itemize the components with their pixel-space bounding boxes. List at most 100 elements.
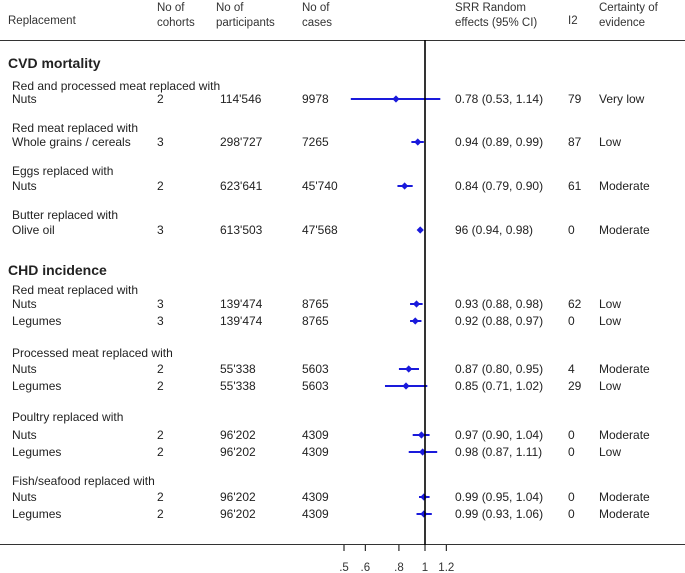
row-srr-ci: 0.84 (0.79, 0.90) xyxy=(455,179,544,193)
row-name: Legumes xyxy=(12,507,62,521)
row-i2: 87 xyxy=(568,135,582,149)
row-cases: 8765 xyxy=(302,314,329,328)
row-cohorts: 2 xyxy=(157,362,164,376)
row-cohorts: 2 xyxy=(157,445,164,459)
row-certainty: Low xyxy=(599,314,622,328)
point-estimate xyxy=(420,510,428,518)
point-estimate xyxy=(411,317,419,325)
x-tick-label: 1 xyxy=(422,562,428,573)
row-name: Legumes xyxy=(12,379,62,393)
row-cohorts: 2 xyxy=(157,92,164,106)
row-name: Nuts xyxy=(12,428,37,442)
x-tick-label: .5 xyxy=(339,562,349,573)
header-cohorts: No of cohorts xyxy=(157,2,195,29)
row-cases: 5603 xyxy=(302,379,329,393)
row-certainty: Moderate xyxy=(599,507,650,521)
row-certainty: Moderate xyxy=(599,490,650,504)
row-i2: 0 xyxy=(568,314,575,328)
row-cohorts: 2 xyxy=(157,507,164,521)
row-name: Nuts xyxy=(12,297,37,311)
row-cohorts: 2 xyxy=(157,428,164,442)
point-estimate xyxy=(405,365,413,373)
row-cohorts: 3 xyxy=(157,135,164,149)
x-tick-label: .6 xyxy=(361,562,371,573)
row-srr-ci: 0.78 (0.53, 1.14) xyxy=(455,92,544,106)
row-name: Nuts xyxy=(12,490,37,504)
row-i2: 0 xyxy=(568,445,575,459)
row-participants: 96'202 xyxy=(220,507,256,521)
row-i2: 4 xyxy=(568,362,575,376)
row-i2: 62 xyxy=(568,297,582,311)
point-estimate xyxy=(402,382,410,390)
row-cohorts: 3 xyxy=(157,314,164,328)
row-cases: 9978 xyxy=(302,92,329,106)
group-label: Red meat replaced with xyxy=(12,283,139,297)
row-certainty: Very low xyxy=(599,92,645,106)
group-label: Eggs replaced with xyxy=(12,164,114,178)
row-cases: 4309 xyxy=(302,445,329,459)
row-name: Whole grains / cereals xyxy=(12,135,131,149)
row-certainty: Moderate xyxy=(599,428,650,442)
row-srr-ci: 0.85 (0.71, 1.02) xyxy=(455,379,544,393)
row-i2: 0 xyxy=(568,507,575,521)
row-srr-ci: 0.87 (0.80, 0.95) xyxy=(455,362,544,376)
row-participants: 613'503 xyxy=(220,223,263,237)
row-cases: 47'568 xyxy=(302,223,338,237)
row-i2: 61 xyxy=(568,179,582,193)
row-srr-ci: 0.94 (0.89, 0.99) xyxy=(455,135,544,149)
row-certainty: Low xyxy=(599,445,622,459)
row-certainty: Low xyxy=(599,297,622,311)
row-name: Olive oil xyxy=(12,223,55,237)
row-participants: 96'202 xyxy=(220,490,256,504)
row-name: Nuts xyxy=(12,362,37,376)
row-cohorts: 3 xyxy=(157,297,164,311)
group-label: Poultry replaced with xyxy=(12,410,124,424)
header-divider xyxy=(0,40,685,41)
point-estimate xyxy=(414,138,422,146)
row-cohorts: 2 xyxy=(157,179,164,193)
row-participants: 139'474 xyxy=(220,297,263,311)
row-participants: 55'338 xyxy=(220,379,256,393)
row-cohorts: 3 xyxy=(157,223,164,237)
row-i2: 79 xyxy=(568,92,582,106)
row-srr-ci: 0.98 (0.87, 1.11) xyxy=(455,445,543,459)
point-estimate xyxy=(416,226,424,234)
header-cases: No of cases xyxy=(302,2,333,29)
row-certainty: Moderate xyxy=(599,362,650,376)
row-participants: 298'727 xyxy=(220,135,263,149)
row-participants: 114'546 xyxy=(220,92,262,106)
footer-divider xyxy=(0,544,685,545)
x-tick-label: .8 xyxy=(394,562,404,573)
row-srr-ci: 0.93 (0.88, 0.98) xyxy=(455,297,544,311)
row-cases: 5603 xyxy=(302,362,329,376)
row-cases: 4309 xyxy=(302,490,329,504)
section-title: CVD mortality xyxy=(8,55,101,71)
row-srr-ci: 96 (0.94, 0.98) xyxy=(455,223,534,237)
row-cases: 7265 xyxy=(302,135,329,149)
point-estimate xyxy=(392,95,400,103)
point-estimate xyxy=(420,493,428,501)
row-certainty: Moderate xyxy=(599,223,650,237)
row-srr-ci: 0.92 (0.88, 0.97) xyxy=(455,314,544,328)
row-certainty: Low xyxy=(599,379,622,393)
point-estimate xyxy=(412,300,421,308)
row-srr-ci: 0.99 (0.93, 1.06) xyxy=(455,507,544,521)
row-name: Legumes xyxy=(12,445,62,459)
row-cases: 45'740 xyxy=(302,179,338,193)
header-participants: No of participants xyxy=(216,2,275,29)
header-srr: SRR Random effects (95% CI) xyxy=(455,2,538,29)
row-cases: 8765 xyxy=(302,297,329,311)
row-cohorts: 2 xyxy=(157,490,164,504)
section-title: CHD incidence xyxy=(8,262,107,278)
group-label: Butter replaced with xyxy=(12,208,119,222)
row-name: Nuts xyxy=(12,92,37,106)
row-srr-ci: 0.97 (0.90, 1.04) xyxy=(455,428,544,442)
row-i2: 0 xyxy=(568,428,575,442)
row-cases: 4309 xyxy=(302,507,329,521)
row-cases: 4309 xyxy=(302,428,329,442)
row-srr-ci: 0.99 (0.95, 1.04) xyxy=(455,490,544,504)
row-participants: 96'202 xyxy=(220,428,256,442)
group-label: Red meat replaced with xyxy=(12,121,139,135)
row-i2: 0 xyxy=(568,490,575,504)
